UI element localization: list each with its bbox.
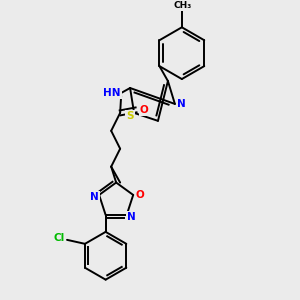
Text: N: N	[90, 192, 98, 202]
Text: Cl: Cl	[53, 233, 65, 243]
Text: O: O	[140, 105, 148, 115]
Text: N: N	[178, 99, 186, 109]
Text: CH₃: CH₃	[174, 1, 192, 10]
Text: N: N	[127, 212, 136, 222]
Text: O: O	[136, 190, 145, 200]
Text: HN: HN	[103, 88, 121, 98]
Text: S: S	[126, 111, 134, 121]
